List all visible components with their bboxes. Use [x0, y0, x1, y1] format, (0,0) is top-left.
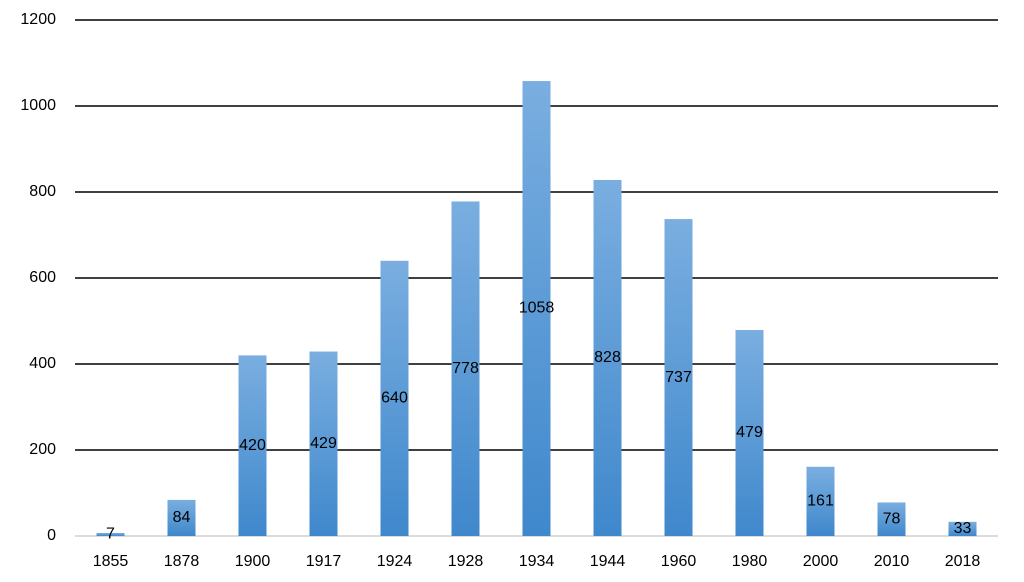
x-tick-label: 1917 [306, 553, 342, 570]
data-label: 33 [954, 520, 972, 537]
data-label: 640 [381, 390, 408, 407]
bar [96, 532, 125, 536]
data-label: 828 [594, 349, 621, 366]
data-label: 78 [883, 510, 901, 527]
bar [167, 499, 196, 536]
x-tick-label: 1855 [93, 553, 129, 570]
x-tick-label: 1878 [164, 553, 200, 570]
x-tick-label: 1944 [590, 553, 626, 570]
y-tick-label: 0 [47, 527, 56, 544]
data-label: 161 [807, 493, 834, 510]
bar [735, 330, 764, 536]
x-tick-label: 1960 [661, 553, 697, 570]
bar [664, 219, 693, 536]
x-tick-label: 1924 [377, 553, 413, 570]
y-tick-label: 400 [29, 355, 56, 372]
x-tick-label: 1900 [235, 553, 271, 570]
bar [380, 260, 409, 536]
bar [522, 81, 551, 536]
y-tick-label: 800 [29, 183, 56, 200]
y-tick-label: 1000 [20, 97, 56, 114]
x-tick-label: 1934 [519, 553, 555, 570]
x-tick-label: 2010 [874, 553, 910, 570]
x-tick-label: 1980 [732, 553, 768, 570]
data-label: 429 [310, 435, 337, 452]
bar [593, 179, 622, 536]
data-label: 1058 [519, 300, 555, 317]
bar [451, 201, 480, 536]
data-label: 737 [665, 369, 692, 386]
x-tick-label: 2000 [803, 553, 839, 570]
data-label: 479 [736, 424, 763, 441]
data-label: 84 [173, 509, 191, 526]
y-tick-label: 200 [29, 441, 56, 458]
bar [877, 502, 906, 536]
bar [806, 466, 835, 536]
data-label: 420 [239, 437, 266, 454]
bar [238, 355, 267, 536]
data-label: 778 [452, 360, 479, 377]
x-tick-label: 2018 [945, 553, 981, 570]
bar [309, 351, 338, 536]
bar [948, 521, 977, 536]
y-tick-label: 600 [29, 269, 56, 286]
x-tick-label: 1928 [448, 553, 484, 570]
y-tick-label: 1200 [20, 11, 56, 28]
data-label: 7 [106, 526, 115, 543]
